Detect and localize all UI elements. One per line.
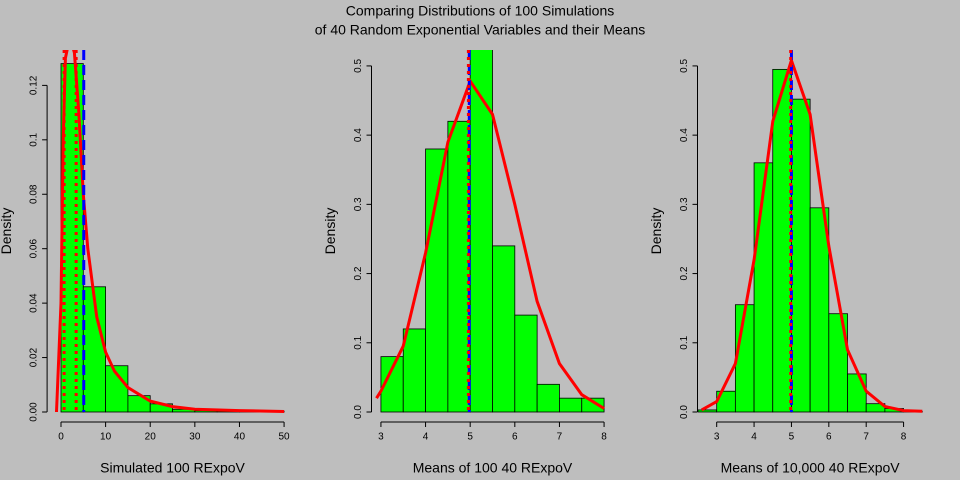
x-tick-label: 7	[863, 432, 869, 443]
x-tick-label: 8	[901, 432, 907, 443]
y-axis-label: Density	[0, 208, 14, 255]
bar	[402, 328, 426, 413]
plot-area	[55, 50, 285, 413]
bar	[698, 409, 718, 413]
x-tick-label: 0	[58, 432, 64, 443]
x-tick-label: 40	[234, 432, 246, 443]
bar	[559, 397, 583, 413]
density-curve	[700, 55, 923, 413]
x-tick-label: 8	[601, 432, 607, 443]
x-tick-label: 7	[557, 432, 563, 443]
y-axis-label: Density	[648, 208, 664, 255]
x-axis-label: Means of 10,000 40 RExpoV	[721, 460, 901, 476]
x-tick-label: 4	[423, 432, 429, 443]
y-tick-label: 0.00	[29, 402, 40, 422]
x-tick-label: 6	[512, 432, 518, 443]
y-tick-label: 0.2	[679, 266, 690, 280]
y-tick-label: 0.4	[679, 128, 690, 142]
x-tick-label: 4	[751, 432, 757, 443]
x-tick-label: 20	[145, 432, 157, 443]
bar	[425, 148, 449, 413]
y-tick-label: 0.12	[29, 75, 40, 95]
bar	[447, 120, 471, 413]
bar	[772, 68, 792, 413]
bar	[809, 207, 830, 413]
bar	[514, 314, 538, 413]
x-tick-label: 5	[789, 432, 795, 443]
y-tick-label: 0.2	[353, 266, 364, 280]
x-tick-label: 3	[378, 432, 384, 443]
y-axis-label: Density	[322, 208, 338, 255]
y-tick-label: 0.1	[29, 132, 40, 146]
y-tick-label: 0.0	[679, 405, 690, 419]
y-tick-label: 0.4	[353, 128, 364, 142]
bar	[828, 313, 848, 413]
bar	[469, 50, 493, 413]
x-tick-label: 30	[189, 432, 201, 443]
y-tick-label: 0.3	[679, 197, 690, 211]
bar	[734, 304, 755, 413]
y-tick-label: 0.02	[29, 347, 40, 367]
plot-area	[698, 50, 923, 413]
x-tick-label: 6	[826, 432, 832, 443]
y-tick-label: 0.5	[679, 59, 690, 73]
y-tick-label: 0.5	[353, 59, 364, 73]
x-tick-label: 5	[467, 432, 473, 443]
chart-title: Comparing Distributions of 100 Simulatio…	[346, 3, 614, 19]
y-tick-label: 0.3	[353, 197, 364, 211]
density-curve	[375, 77, 605, 410]
y-tick-label: 0.1	[353, 335, 364, 349]
bar	[536, 383, 560, 413]
bar	[791, 98, 811, 413]
x-axis-label: Simulated 100 RExpoV	[100, 460, 245, 476]
y-tick-label: 0.08	[29, 184, 40, 204]
x-tick-label: 10	[100, 432, 112, 443]
chart-title: of 40 Random Exponential Variables and t…	[315, 22, 646, 38]
y-tick-label: 0.06	[29, 239, 40, 259]
plot-area	[375, 50, 605, 413]
y-tick-label: 0.04	[29, 293, 40, 313]
y-tick-label: 0.1	[679, 335, 690, 349]
bar	[492, 245, 516, 413]
x-tick-label: 50	[279, 432, 291, 443]
x-axis-label: Means of 100 40 RExpoV	[413, 460, 573, 476]
bar	[581, 397, 605, 413]
bar	[847, 373, 867, 413]
x-tick-label: 3	[714, 432, 720, 443]
y-tick-label: 0.0	[353, 405, 364, 419]
